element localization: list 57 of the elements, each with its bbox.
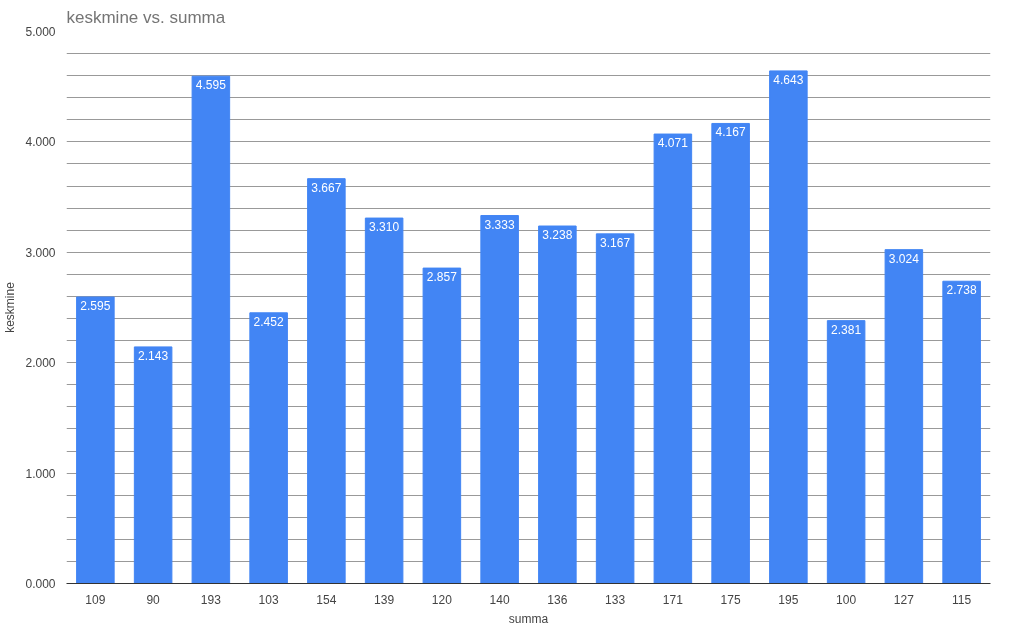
data-label: 3.167	[600, 235, 631, 250]
x-tick-label: 133	[605, 592, 626, 607]
data-label: 4.643	[773, 72, 804, 87]
bar	[191, 75, 231, 584]
y-tick-label: 5.000	[25, 25, 56, 39]
x-tick-label: 154	[316, 592, 337, 607]
y-tick-label: 1.000	[25, 466, 56, 481]
data-label: 2.595	[80, 299, 111, 314]
bar	[769, 70, 808, 584]
x-tick-label: 115	[952, 592, 972, 607]
x-tick-label: 139	[374, 592, 395, 607]
bar	[942, 280, 981, 584]
data-label: 4.595	[195, 78, 227, 93]
bar	[538, 225, 577, 584]
y-tick-label: 2.000	[25, 356, 56, 371]
x-tick-label: 193	[200, 592, 222, 607]
x-tick-label: 103	[258, 592, 279, 607]
y-tick-label: 0.000	[25, 577, 56, 591]
data-label: 2.381	[831, 322, 862, 337]
data-label: 3.024	[888, 251, 920, 266]
bar	[307, 178, 346, 584]
data-label: 3.310	[369, 220, 400, 235]
data-label: 3.238	[542, 228, 573, 243]
data-label: 3.333	[484, 217, 515, 232]
x-tick-label: 90	[146, 592, 161, 607]
y-tick-label: 3.000	[25, 245, 56, 260]
bar	[595, 233, 635, 584]
x-tick-label: 195	[778, 592, 799, 607]
x-tick-label: 136	[547, 592, 568, 607]
data-label: 4.071	[657, 136, 689, 151]
data-label: 2.857	[426, 270, 458, 285]
bar	[480, 215, 519, 584]
bar	[364, 217, 404, 584]
x-tick-label: 140	[489, 592, 510, 607]
chart-title: keskmine vs. summa	[66, 7, 226, 27]
bar	[249, 312, 288, 584]
y-tick-label: 4.000	[25, 135, 56, 150]
x-tick-label: 127	[893, 592, 915, 607]
bar	[133, 346, 173, 584]
bar	[884, 249, 924, 584]
bar	[422, 267, 462, 584]
x-tick-label: 109	[85, 592, 106, 607]
y-axis-title: keskmine	[3, 281, 18, 333]
x-tick-label: 171	[662, 592, 684, 607]
x-tick-label: 175	[720, 592, 741, 607]
data-label: 3.667	[311, 180, 342, 195]
data-label: 2.143	[138, 348, 169, 363]
x-tick-label: 120	[431, 592, 453, 607]
x-axis-title: summa	[508, 611, 549, 626]
data-label: 2.452	[253, 314, 284, 329]
bar	[711, 122, 750, 584]
data-label: 2.738	[946, 283, 977, 298]
data-label: 4.167	[715, 125, 746, 140]
x-tick-label: 100	[836, 592, 857, 607]
bar	[76, 296, 115, 584]
bar	[653, 133, 693, 584]
bar	[826, 320, 866, 584]
